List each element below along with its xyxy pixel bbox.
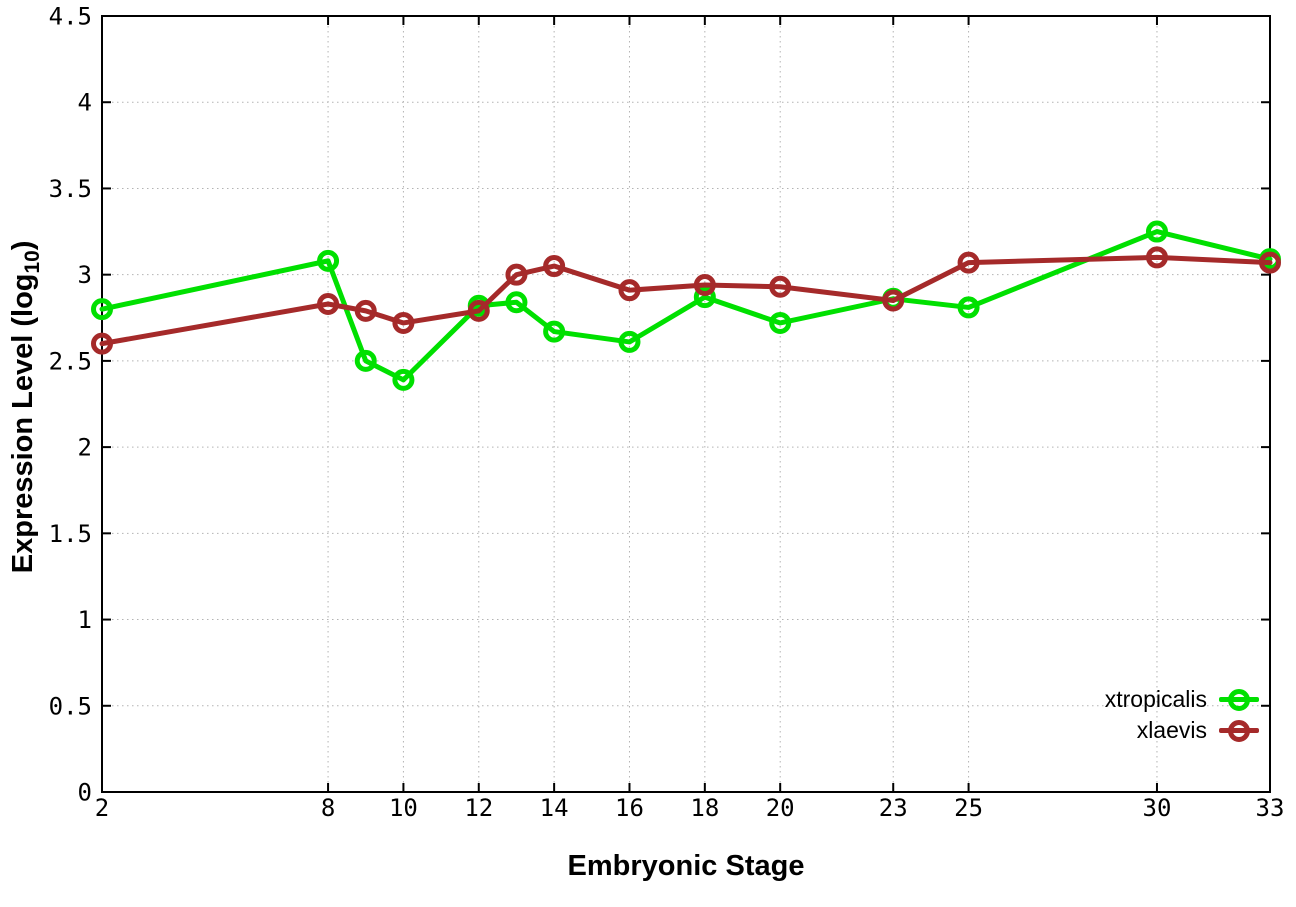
x-tick-label: 12 xyxy=(464,794,493,822)
data-point-marker xyxy=(693,286,716,309)
data-point-marker xyxy=(769,311,792,334)
y-tick-label: 2 xyxy=(78,434,92,462)
x-axis-title: Embryonic Stage xyxy=(567,850,805,882)
data-point-marker xyxy=(354,299,377,322)
plot-frame xyxy=(101,15,1271,793)
data-point-marker xyxy=(505,291,528,314)
data-point-marker xyxy=(1145,220,1168,243)
y-tick-label: 4 xyxy=(78,89,92,117)
legend-label-xlaevis: xlaevis xyxy=(1136,717,1207,743)
y-tick-label: 0 xyxy=(78,779,92,807)
data-point-marker xyxy=(957,296,980,319)
x-tick-label: 23 xyxy=(879,794,908,822)
legend: xtropicalis xlaevis xyxy=(1105,684,1259,746)
x-tick-label: 10 xyxy=(389,794,418,822)
x-tick-label: 8 xyxy=(321,794,335,822)
y-axis-title-subscript: 10 xyxy=(20,250,44,274)
data-point-marker xyxy=(317,249,340,272)
data-point-marker xyxy=(543,255,566,278)
x-tick-label: 2 xyxy=(95,794,109,822)
data-point-marker xyxy=(91,298,113,321)
x-tick-label: 18 xyxy=(690,794,719,822)
series-xtropicalis xyxy=(91,220,1281,391)
data-point-marker xyxy=(392,311,415,334)
data-point-marker xyxy=(957,251,980,274)
data-point-marker xyxy=(618,279,641,302)
tick-marks xyxy=(101,15,1271,793)
series-xlaevis xyxy=(91,246,1281,355)
data-point-marker xyxy=(618,330,641,353)
data-point-marker xyxy=(882,289,905,312)
data-point-marker xyxy=(505,263,528,286)
y-tick-label: 3.5 xyxy=(49,175,92,203)
x-tick-label: 14 xyxy=(540,794,569,822)
y-tick-label: 2.5 xyxy=(49,347,92,375)
series-line-xtropicalis xyxy=(99,229,1273,383)
data-point-marker xyxy=(693,274,716,297)
legend-item-xlaevis: xlaevis xyxy=(1105,715,1259,746)
circle-marker-icon xyxy=(1228,719,1250,742)
y-tick-labels: 0 0.5 1 1.5 2 2.5 3 3.5 4 4.5 xyxy=(49,3,92,807)
x-tick-labels: 2 8 10 12 14 16 18 20 23 25 30 33 xyxy=(95,794,1285,822)
line-marker-icon xyxy=(1219,719,1259,742)
y-tick-label: 1 xyxy=(78,606,92,634)
data-point-marker xyxy=(1145,246,1168,269)
data-point-marker xyxy=(354,349,377,372)
data-point-marker xyxy=(392,368,415,391)
x-tick-label: 20 xyxy=(766,794,795,822)
gridlines xyxy=(102,16,1270,792)
data-point-marker xyxy=(543,320,566,343)
data-point-marker xyxy=(1259,251,1281,274)
x-tick-label: 25 xyxy=(954,794,983,822)
y-tick-label: 4.5 xyxy=(49,3,92,31)
y-axis-title-text: Expression Level (log xyxy=(7,273,40,574)
y-tick-label: 1.5 xyxy=(49,520,92,548)
circle-marker-icon xyxy=(1228,688,1250,711)
data-point-marker xyxy=(467,299,490,322)
y-tick-label: 3 xyxy=(78,261,92,289)
data-point-marker xyxy=(91,332,113,355)
legend-label-xtropicalis: xtropicalis xyxy=(1104,686,1207,712)
y-axis-title: Expression Level (log10) xyxy=(7,19,45,795)
x-tick-label: 33 xyxy=(1256,794,1285,822)
y-tick-label: 0.5 xyxy=(49,692,92,720)
x-tick-label: 16 xyxy=(615,794,644,822)
data-point-marker xyxy=(317,292,340,315)
legend-item-xtropicalis: xtropicalis xyxy=(1105,684,1259,715)
line-marker-icon xyxy=(1219,688,1259,711)
y-axis-title-suffix: ) xyxy=(7,240,40,251)
x-tick-label: 30 xyxy=(1143,794,1172,822)
data-point-marker xyxy=(769,275,792,298)
